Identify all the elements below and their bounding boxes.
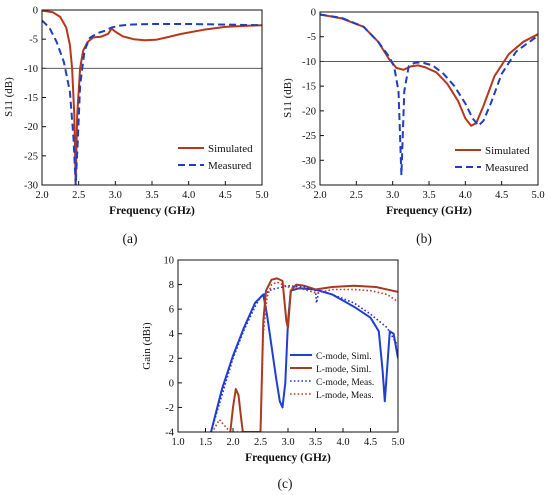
x-tick-label: 3.5 bbox=[422, 190, 435, 201]
x-tick-label: 3.5 bbox=[145, 190, 158, 201]
y-tick-label: -25 bbox=[24, 151, 38, 162]
x-tick-label: 4.0 bbox=[182, 190, 195, 201]
x-axis-label: Frequency (GHz) bbox=[109, 205, 195, 217]
chart-panel-c: 1.0 1.5 2.0 2.5 3.0 3.5 4.0 4.5 5.0 10 8 6 4 2 0 -2 -4 Fr… bbox=[141, 256, 405, 465]
y-tick-label: -4 bbox=[165, 428, 174, 439]
y-tick-label: -20 bbox=[302, 106, 316, 117]
x-tick-label: 3.0 bbox=[281, 437, 294, 448]
legend-entry: C-mode, Siml. bbox=[316, 352, 372, 362]
x-tick-label: 3.0 bbox=[386, 190, 399, 201]
series-line-2 bbox=[42, 19, 262, 185]
x-tick-label: 2.5 bbox=[72, 190, 85, 201]
y-tick-label: 0 bbox=[169, 378, 174, 389]
x-axis-label: Frequency (GHz) bbox=[245, 452, 331, 464]
series-line-2 bbox=[320, 13, 538, 177]
y-tick-label: -5 bbox=[307, 32, 316, 43]
y-tick-label: -10 bbox=[24, 64, 38, 75]
y-axis-label: S11 (dB) bbox=[282, 78, 294, 118]
x-tick-label: 4.0 bbox=[336, 437, 349, 448]
y-tick-label: -10 bbox=[302, 57, 316, 68]
y-tick-label: -5 bbox=[29, 35, 38, 46]
series-line-1 bbox=[320, 13, 538, 127]
x-tick-label: 2.0 bbox=[313, 190, 326, 201]
x-tick-label: 5.0 bbox=[255, 190, 268, 201]
y-tick-label: 0 bbox=[311, 8, 316, 19]
caption-c: (c) bbox=[278, 476, 293, 491]
x-tick-label: 4.5 bbox=[495, 190, 508, 201]
y-tick-label: 6 bbox=[169, 305, 174, 316]
x-tick-label: 4.5 bbox=[364, 437, 377, 448]
legend-entry: Simulated bbox=[485, 145, 530, 157]
x-tick-label: 2.0 bbox=[226, 437, 239, 448]
legend-entry: C-mode, Meas. bbox=[316, 378, 374, 388]
y-tick-label: -15 bbox=[302, 82, 316, 93]
legend-entry: L-mode, Siml. bbox=[316, 365, 371, 375]
y-tick-label: -15 bbox=[24, 93, 38, 104]
y-tick-label: -2 bbox=[165, 403, 174, 414]
chart-panel-b: 2.0 2.5 3.0 3.5 4.0 4.5 5.0 0 -5 -10 -15 -20 -25 -30 -… bbox=[282, 8, 545, 218]
x-tick-label: 4.0 bbox=[459, 190, 472, 201]
y-tick-label: 10 bbox=[164, 256, 175, 267]
series-line-1 bbox=[42, 10, 262, 184]
y-tick-label: 2 bbox=[169, 354, 174, 365]
plot-frame bbox=[319, 11, 539, 186]
chart-panel-a: 2.0 2.5 3.0 3.5 4.0 4.5 5.0 0 -5 -10 -15 -20 -25 -30 F… bbox=[3, 6, 269, 218]
legend-entry: Measured bbox=[208, 160, 252, 172]
y-tick-label: -20 bbox=[24, 122, 38, 133]
x-tick-label: 2.5 bbox=[254, 437, 267, 448]
x-tick-label: 3.5 bbox=[309, 437, 322, 448]
x-tick-label: 5.0 bbox=[391, 437, 404, 448]
x-axis-label: Frequency (GHz) bbox=[386, 205, 472, 217]
x-tick-label: 2.0 bbox=[35, 190, 48, 201]
plot-frame bbox=[41, 9, 263, 186]
x-tick-label: 1.0 bbox=[171, 437, 184, 448]
y-tick-label: -30 bbox=[24, 181, 38, 192]
y-tick-label: -35 bbox=[302, 181, 316, 192]
y-tick-label: 8 bbox=[169, 280, 174, 291]
x-tick-label: 5.0 bbox=[531, 190, 544, 201]
y-tick-label: 4 bbox=[169, 329, 175, 340]
x-tick-label: 3.0 bbox=[109, 190, 122, 201]
y-axis-label: Gain (dBi) bbox=[141, 322, 153, 370]
caption-a: (a) bbox=[123, 231, 138, 246]
y-tick-label: 0 bbox=[33, 6, 38, 17]
plot-frame bbox=[177, 259, 399, 433]
y-tick-label: -30 bbox=[302, 156, 316, 167]
x-tick-label: 4.5 bbox=[219, 190, 232, 201]
x-tick-label: 2.5 bbox=[350, 190, 363, 201]
series-line-3 bbox=[210, 285, 398, 432]
y-tick-label: -25 bbox=[302, 131, 316, 142]
y-axis-label: S11 (dB) bbox=[3, 77, 15, 117]
legend-entry: Simulated bbox=[208, 143, 253, 155]
legend-entry: L-mode, Meas. bbox=[316, 391, 374, 401]
x-tick-label: 1.5 bbox=[199, 437, 212, 448]
legend-entry: Measured bbox=[485, 162, 529, 174]
caption-b: (b) bbox=[416, 231, 432, 246]
series-line-2 bbox=[229, 277, 398, 432]
